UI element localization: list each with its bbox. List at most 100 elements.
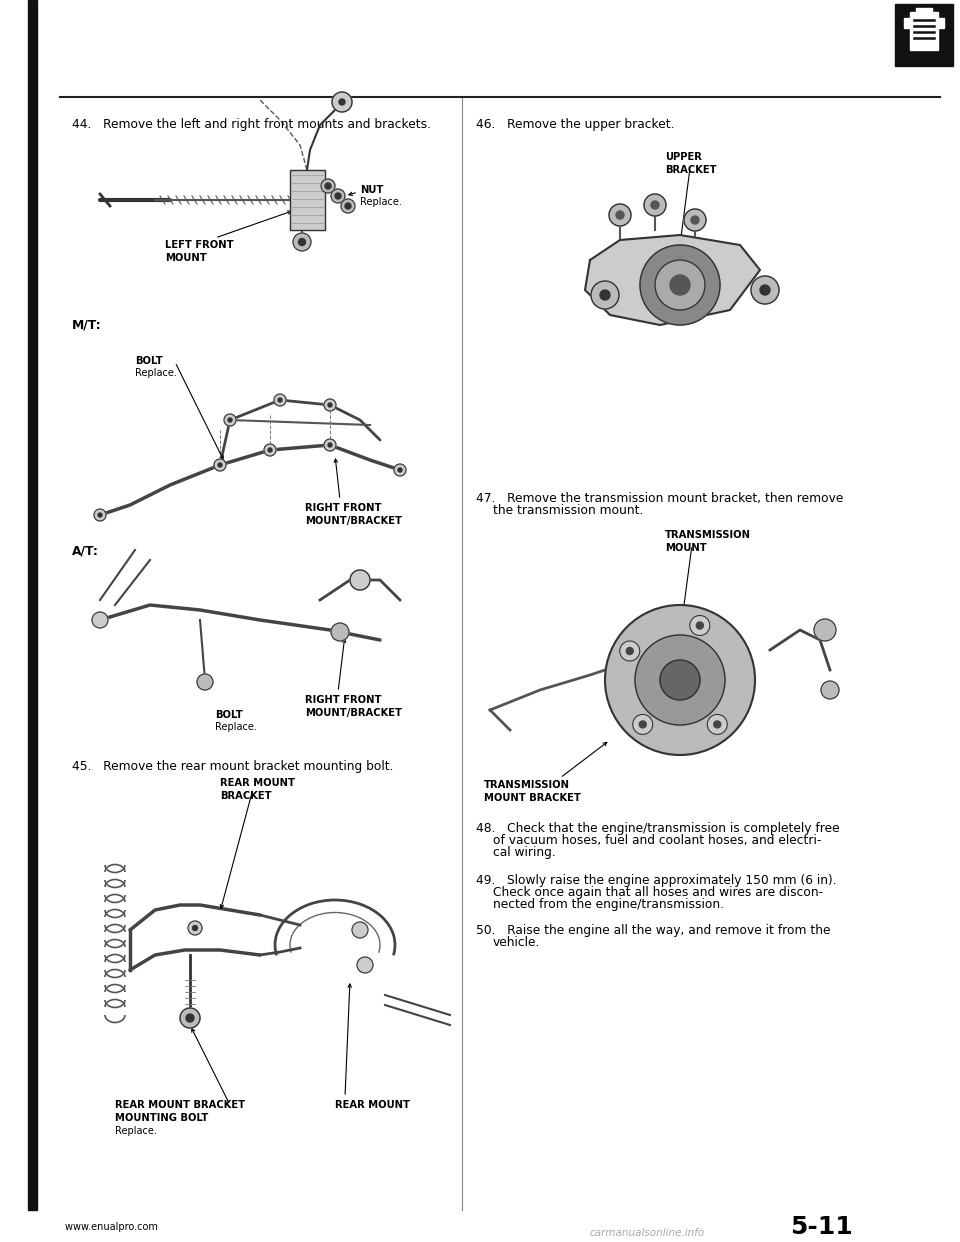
Circle shape [398, 468, 402, 472]
Circle shape [655, 260, 705, 310]
Text: carmanualsonline.info: carmanualsonline.info [590, 1228, 706, 1238]
Circle shape [299, 238, 305, 246]
Text: cal wiring.: cal wiring. [493, 846, 556, 859]
Text: 44.   Remove the left and right front mounts and brackets.: 44. Remove the left and right front moun… [72, 118, 431, 130]
Text: BOLT: BOLT [215, 710, 243, 720]
Bar [290, 170, 325, 230]
Circle shape [644, 194, 666, 216]
Text: 48.   Check that the engine/transmission is completely free: 48. Check that the engine/transmission i… [476, 822, 840, 835]
Text: MOUNT/BRACKET: MOUNT/BRACKET [305, 515, 402, 527]
Circle shape [324, 399, 336, 411]
Circle shape [224, 414, 236, 426]
Circle shape [708, 714, 728, 734]
Text: RIGHT FRONT: RIGHT FRONT [305, 696, 381, 705]
Text: A/T:: A/T: [72, 545, 99, 558]
Text: MOUNT BRACKET: MOUNT BRACKET [484, 792, 581, 804]
Circle shape [218, 463, 222, 467]
Circle shape [760, 284, 770, 296]
Text: RIGHT FRONT: RIGHT FRONT [305, 503, 381, 513]
Circle shape [352, 922, 368, 938]
Text: BOLT: BOLT [135, 356, 163, 366]
Circle shape [321, 179, 335, 193]
Text: BRACKET: BRACKET [665, 165, 716, 175]
Circle shape [635, 635, 725, 725]
Text: of vacuum hoses, fuel and coolant hoses, and electri-: of vacuum hoses, fuel and coolant hoses,… [493, 833, 822, 847]
Circle shape [332, 92, 352, 112]
Text: www.en​ualpro.com: www.en​ualpro.com [65, 1222, 157, 1232]
Circle shape [264, 443, 276, 456]
Circle shape [186, 1013, 194, 1022]
Circle shape [626, 647, 634, 655]
Text: Replace.: Replace. [135, 368, 177, 378]
Circle shape [341, 199, 355, 212]
Text: 49.   Slowly raise the engine approximately 150 mm (6 in).: 49. Slowly raise the engine approximatel… [476, 874, 836, 887]
Text: 45.   Remove the rear mount bracket mounting bolt.: 45. Remove the rear mount bracket mounti… [72, 760, 394, 773]
Circle shape [92, 612, 108, 628]
Circle shape [814, 619, 836, 641]
Text: LEFT FRONT: LEFT FRONT [165, 240, 233, 250]
Circle shape [94, 509, 106, 520]
Text: TRANSMISSION: TRANSMISSION [665, 530, 751, 540]
Text: Replace.: Replace. [215, 722, 257, 732]
Circle shape [339, 99, 345, 106]
Circle shape [180, 1009, 200, 1028]
Circle shape [821, 681, 839, 699]
Circle shape [357, 958, 373, 972]
Circle shape [197, 674, 213, 691]
Circle shape [691, 216, 699, 224]
Text: NUT: NUT [360, 185, 383, 195]
Bar [916, 7, 932, 14]
Circle shape [274, 394, 286, 406]
Circle shape [690, 616, 709, 636]
Circle shape [620, 641, 639, 661]
Circle shape [328, 402, 332, 407]
Text: 5-11: 5-11 [790, 1215, 852, 1240]
Text: Replace.: Replace. [115, 1126, 156, 1136]
Text: M/T:: M/T: [72, 318, 102, 332]
Circle shape [609, 204, 631, 226]
Circle shape [670, 274, 690, 296]
Text: MOUNT/BRACKET: MOUNT/BRACKET [305, 708, 402, 718]
Circle shape [394, 465, 406, 476]
Circle shape [639, 720, 646, 728]
Circle shape [651, 201, 659, 209]
Circle shape [188, 922, 202, 935]
Text: 50.   Raise the engine all the way, and remove it from the: 50. Raise the engine all the way, and re… [476, 924, 830, 936]
Circle shape [600, 289, 610, 301]
Text: REAR MOUNT BRACKET: REAR MOUNT BRACKET [115, 1100, 245, 1110]
Circle shape [324, 438, 336, 451]
Circle shape [714, 720, 721, 728]
Bar [938, 17, 944, 29]
Text: the transmission mount.: the transmission mount. [493, 504, 643, 517]
Text: MOUNTING BOLT: MOUNTING BOLT [115, 1113, 208, 1123]
Circle shape [633, 714, 653, 734]
Circle shape [715, 720, 725, 730]
Text: MOUNT: MOUNT [665, 543, 707, 553]
Circle shape [660, 660, 700, 700]
Circle shape [345, 202, 351, 209]
Circle shape [98, 513, 102, 517]
Circle shape [293, 233, 311, 251]
Circle shape [684, 209, 706, 231]
Polygon shape [585, 235, 760, 325]
Bar [28, 0, 37, 1210]
Bar [910, 12, 938, 50]
Text: MOUNT: MOUNT [165, 253, 206, 263]
Text: 46.   Remove the upper bracket.: 46. Remove the upper bracket. [476, 118, 675, 130]
Circle shape [193, 925, 198, 930]
Bar [290, 170, 325, 230]
Text: TRANSMISSION: TRANSMISSION [484, 780, 570, 790]
Text: Replace.: Replace. [360, 197, 402, 207]
Text: Check once again that all hoses and wires are discon-: Check once again that all hoses and wire… [493, 886, 823, 899]
Circle shape [640, 245, 720, 325]
Circle shape [605, 605, 755, 755]
Circle shape [350, 570, 370, 590]
Text: nected from the engine/transmission.: nected from the engine/transmission. [493, 898, 724, 910]
Text: 47.   Remove the transmission mount bracket, then remove: 47. Remove the transmission mount bracke… [476, 492, 844, 505]
Circle shape [696, 622, 704, 628]
Circle shape [335, 193, 341, 199]
Circle shape [268, 448, 272, 452]
Circle shape [214, 460, 226, 471]
Text: UPPER: UPPER [665, 152, 702, 161]
Circle shape [228, 419, 232, 422]
